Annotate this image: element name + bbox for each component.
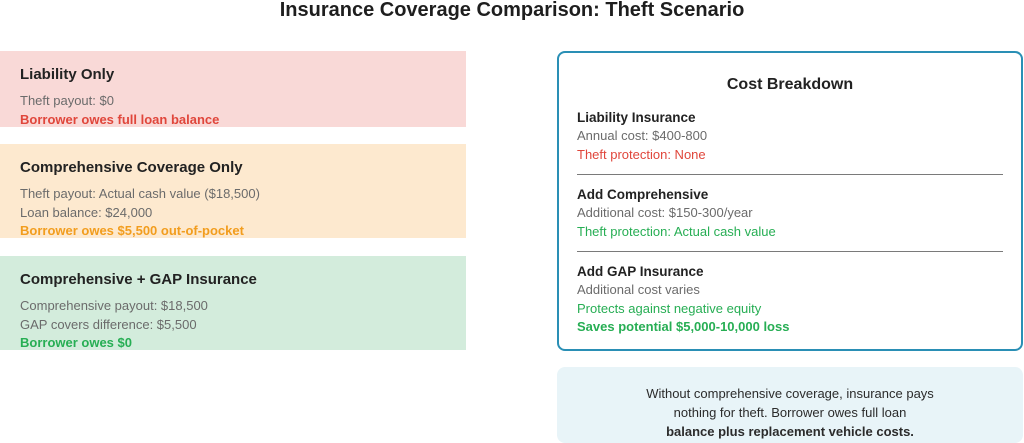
divider [577, 251, 1003, 252]
breakdown-savings: Saves potential $5,000-10,000 loss [577, 319, 790, 334]
note-line: nothing for theft. Borrower owes full lo… [673, 405, 907, 420]
scenario-detail: Comprehensive payout: $18,500 [20, 298, 208, 313]
breakdown-protection: Protects against negative equity [577, 300, 762, 316]
note-line-emphasis: balance plus replacement vehicle costs. [666, 424, 914, 439]
breakdown-heading: Add GAP Insurance [577, 264, 704, 279]
scenario-result: Borrower owes full loan balance [20, 111, 220, 127]
scenario-heading: Comprehensive Coverage Only [20, 159, 243, 176]
scenario-heading: Liability Only [20, 66, 115, 83]
breakdown-cost: Additional cost: $150-300/year [577, 205, 753, 220]
cost-breakdown-title: Cost Breakdown [726, 76, 854, 93]
scenario-detail: Loan balance: $24,000 [20, 204, 153, 220]
scenario-result: Borrower owes $5,500 out-of-pocket [20, 223, 244, 238]
breakdown-section-comprehensive: Add Comprehensive Additional cost: $150-… [577, 186, 1003, 251]
theft-warning-note: Without comprehensive coverage, insuranc… [557, 367, 1023, 443]
breakdown-protection: Theft protection: None [577, 146, 706, 162]
breakdown-cost: Annual cost: $400-800 [577, 128, 708, 143]
scenario-comprehensive-only: Comprehensive Coverage Only Theft payout… [0, 144, 466, 238]
breakdown-section-liability: Liability Insurance Annual cost: $400-80… [577, 109, 1003, 174]
page-title: Insurance Coverage Comparison: Theft Sce… [279, 0, 745, 21]
scenario-detail: GAP covers difference: $5,500 [20, 316, 197, 332]
scenario-liability-only: Liability Only Theft payout: $0 Borrower… [0, 51, 466, 127]
scenario-detail: Theft payout: $0 [20, 93, 114, 108]
note-line: Without comprehensive coverage, insuranc… [646, 386, 934, 401]
breakdown-protection: Theft protection: Actual cash value [577, 223, 776, 239]
scenario-detail: Theft payout: Actual cash value ($18,500… [20, 186, 260, 201]
breakdown-heading: Add Comprehensive [577, 187, 709, 202]
scenario-comprehensive-gap: Comprehensive + GAP Insurance Comprehens… [0, 256, 466, 350]
cost-breakdown-panel: Cost Breakdown Liability Insurance Annua… [557, 51, 1023, 351]
breakdown-heading: Liability Insurance [577, 110, 696, 125]
divider [577, 174, 1003, 175]
breakdown-section-gap: Add GAP Insurance Additional cost varies… [577, 263, 1003, 347]
breakdown-cost: Additional cost varies [577, 282, 700, 297]
scenario-result: Borrower owes $0 [20, 335, 132, 350]
scenario-heading: Comprehensive + GAP Insurance [20, 271, 257, 288]
